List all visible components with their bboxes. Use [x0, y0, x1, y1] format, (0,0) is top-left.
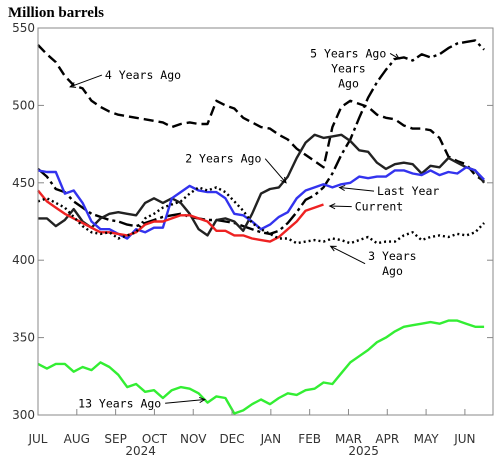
year-label: 2024: [125, 444, 156, 458]
annotation-arrow-line: [330, 245, 366, 265]
x-tick-label: NOV: [180, 432, 207, 446]
y-tick-label: 550: [12, 21, 35, 35]
x-tick-label: JAN: [260, 432, 282, 446]
x-tick-label: JUN: [453, 432, 475, 446]
series-line-5-years-ago: [37, 39, 485, 236]
x-tick-label: FEB: [298, 432, 321, 446]
annotation-arrow-line: [264, 158, 287, 184]
x-tick-label: AUG: [64, 432, 90, 446]
annotation-arrow-line: [339, 186, 375, 192]
x-tick-label: SEP: [104, 432, 126, 446]
annotation-arrowhead: [329, 245, 337, 252]
annotation-label: 2 Years Ago: [185, 152, 261, 166]
annotation-arrowhead: [328, 203, 336, 210]
annotation-arrow-line: [389, 52, 400, 60]
x-tick-label: DEC: [219, 432, 244, 446]
annotation-label: Ago: [382, 264, 403, 278]
x-tick-label: MAR: [335, 432, 362, 446]
axis-layer: 300 350 400 450 500 550 JUL AUG SEP OCT NOV DEC JAN F…: [12, 21, 494, 458]
series-line-4-years-ago: [37, 44, 485, 183]
annotation-label: Ago: [338, 76, 359, 90]
y-tick-label: 350: [12, 331, 35, 345]
annotation-arrow-line: [165, 399, 205, 404]
y-tick-label: 500: [12, 98, 35, 112]
x-tick-label: APR: [375, 432, 399, 446]
annotation-label: Last Year: [377, 184, 439, 198]
annotation-arrow-line: [69, 74, 103, 88]
annotation-arrowhead: [69, 82, 77, 88]
series-layer: [37, 39, 486, 415]
series-line-last-year: [37, 166, 485, 240]
annotation-arrowhead: [338, 184, 346, 192]
annotation-label: 4 Years Ago: [105, 68, 181, 82]
annotation-arrowhead: [199, 396, 206, 404]
annotation-label: Years: [331, 61, 366, 75]
y-tick-label: 450: [12, 176, 35, 190]
annotation-label: Current: [355, 200, 403, 214]
x-tick-label: OCT: [142, 432, 168, 446]
annotation-label: 5 Years Ago: [310, 46, 386, 60]
series-line-2-years-ago: [38, 133, 486, 237]
annotation-arrowhead: [393, 53, 401, 60]
year-label: 2025: [348, 444, 379, 458]
series-line-current: [37, 189, 324, 243]
y-tick-label: 400: [12, 253, 35, 267]
series-line-13-years-ago: [37, 319, 485, 415]
annotation-label: 3 Years: [368, 249, 416, 263]
annotation-arrowhead: [280, 176, 287, 184]
annotation-arrow-line: [329, 205, 352, 208]
y-tick-label: 300: [12, 408, 35, 422]
y-unit-label: Million barrels: [8, 5, 104, 21]
plot-frame: [37, 27, 494, 416]
x-tick-label: JUL: [27, 432, 47, 446]
x-tick-label: MAY: [414, 432, 440, 446]
annotation-label: 13 Years Ago: [78, 396, 161, 410]
